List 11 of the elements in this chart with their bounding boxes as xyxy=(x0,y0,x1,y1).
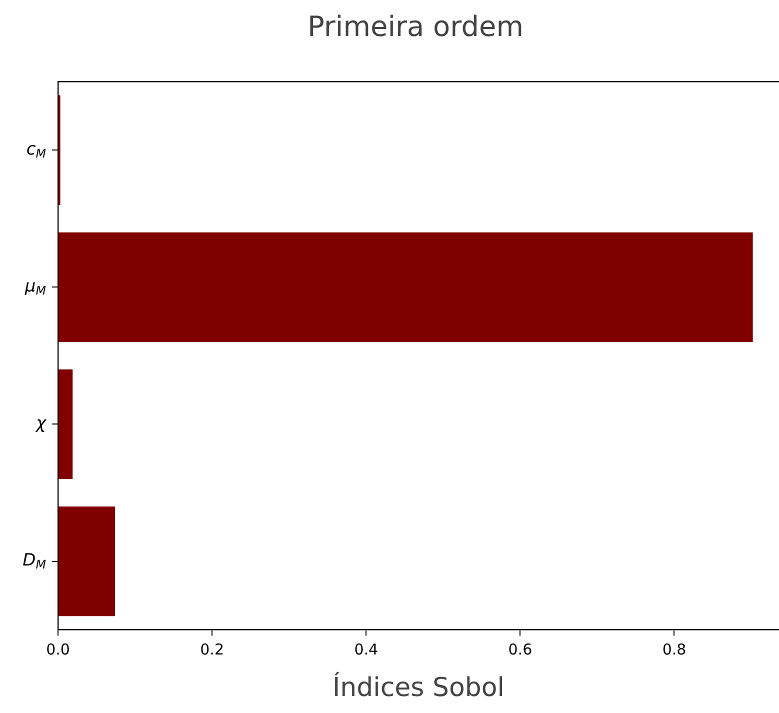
x-tick-label: 0.4 xyxy=(354,640,378,659)
bar xyxy=(58,506,115,616)
x-tick-label: 0.2 xyxy=(200,640,224,659)
chart-title: Primeira ordem xyxy=(308,10,524,44)
bar xyxy=(58,232,753,342)
bar xyxy=(58,369,73,480)
y-tick-label: χ xyxy=(34,414,47,434)
x-tick-label: 0.6 xyxy=(508,640,532,659)
x-tick-label: 0.0 xyxy=(46,640,70,659)
x-tick-label: 0.8 xyxy=(662,640,686,659)
x-axis-title: Índices Sobol xyxy=(332,671,505,704)
